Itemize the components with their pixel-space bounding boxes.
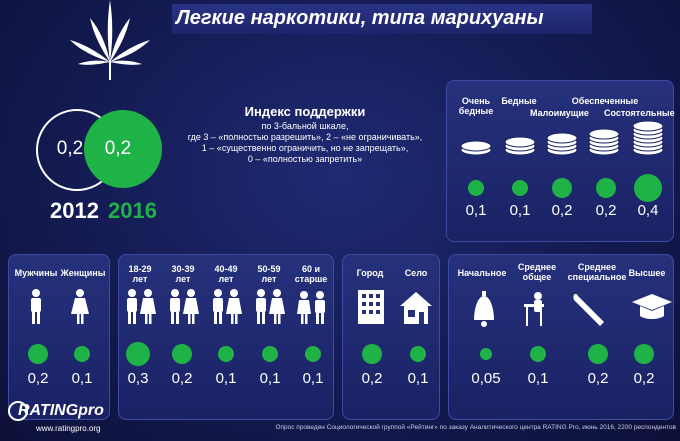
bubble-2-1 bbox=[27, 343, 49, 365]
bubble-1-1 bbox=[468, 180, 484, 196]
bubble-5-4 bbox=[633, 343, 655, 365]
footer-note: Опрос проведен Социологической группой «… bbox=[275, 424, 676, 431]
bubble-3-5 bbox=[305, 346, 321, 362]
index-line-4: 0 – «полностью запретить» bbox=[247, 154, 363, 164]
income-label-low: Малоимущие bbox=[530, 108, 589, 118]
circle-2016 bbox=[84, 110, 162, 188]
bubble-3-4 bbox=[262, 346, 278, 362]
settlement-label-city: Город bbox=[356, 268, 384, 278]
index-line-2: где 3 – «полностью разрешить», 2 – «не о… bbox=[187, 132, 423, 142]
city-village-icons bbox=[358, 290, 432, 324]
education-panel bbox=[448, 254, 674, 420]
bubble-label-3-1: 0,3 bbox=[127, 370, 149, 387]
bubble-3-2 bbox=[171, 343, 193, 365]
bubble-1-4 bbox=[595, 177, 617, 199]
gender-panel bbox=[8, 254, 110, 420]
bubble-label-3-5: 0,1 bbox=[302, 370, 324, 387]
bubble-label-3-4: 0,1 bbox=[259, 370, 281, 387]
bubble-label-5-3: 0,2 bbox=[587, 370, 609, 387]
bubble-label-1-2: 0,1 bbox=[509, 202, 531, 219]
age-label-5: 60 и старше bbox=[294, 264, 328, 284]
bubble-label-5-4: 0,2 bbox=[633, 370, 655, 387]
age-panel bbox=[118, 254, 334, 420]
income-label-poor: Бедные bbox=[501, 96, 537, 106]
bubble-4-2 bbox=[410, 346, 426, 362]
edu-label-4: Высшее bbox=[628, 268, 666, 278]
logo-mark-icon bbox=[8, 401, 28, 421]
year-2016-label: 2016 bbox=[108, 198, 157, 223]
bubble-label-3-3: 0,1 bbox=[215, 370, 237, 387]
logo-url[interactable]: www.ratingpro.org bbox=[36, 424, 101, 433]
bubble-label-4-1: 0,2 bbox=[361, 370, 383, 387]
bubble-3-3 bbox=[218, 346, 234, 362]
income-label-rich: Состоятельные bbox=[604, 108, 675, 118]
gender-label-women: Женщины bbox=[60, 268, 106, 278]
edu-label-1: Начальное bbox=[457, 268, 507, 278]
index-heading: Индекс поддержки bbox=[244, 104, 366, 119]
bubble-label-5-1: 0,05 bbox=[471, 370, 501, 387]
bubble-label-2-2: 0,1 bbox=[71, 370, 93, 387]
cannabis-leaf-icon bbox=[70, 0, 150, 80]
settlement-panel bbox=[342, 254, 440, 420]
age-label-2: 30-39 лет bbox=[171, 264, 195, 284]
bubble-label-2-1: 0,2 bbox=[27, 370, 49, 387]
title-bar: Легкие наркотики, типа марихуаны bbox=[172, 4, 592, 34]
index-description: Индекс поддержки по 3-бальной шкале, где… bbox=[180, 104, 430, 165]
income-panel bbox=[446, 80, 674, 242]
bubble-5-2 bbox=[530, 346, 546, 362]
bubble-label-1-4: 0,2 bbox=[595, 202, 617, 219]
value-2016: 0,2 bbox=[104, 138, 132, 159]
bubble-label-3-2: 0,2 bbox=[171, 370, 193, 387]
edu-label-3: Среднее специальное bbox=[567, 262, 627, 282]
year-2012-label: 2012 bbox=[50, 198, 99, 223]
bubble-5-1 bbox=[479, 347, 493, 361]
income-label-very-poor: Очень бедные bbox=[458, 96, 494, 116]
gender-icons bbox=[31, 289, 89, 324]
bubble-label-1-5: 0,4 bbox=[637, 202, 659, 219]
bubble-1-3 bbox=[551, 177, 573, 199]
income-label-wealthy: Обеспеченные bbox=[571, 96, 639, 106]
bubble-3-1 bbox=[125, 341, 151, 367]
age-label-3: 40-49 лет bbox=[214, 264, 238, 284]
bubble-1-2 bbox=[512, 180, 528, 196]
age-label-1: 18-29 лет bbox=[128, 264, 152, 284]
coin-stacks-icon bbox=[460, 120, 664, 156]
bubble-5-3 bbox=[587, 343, 609, 365]
index-line-3: 1 – «существенно ограничить, но не запре… bbox=[201, 143, 409, 153]
settlement-label-village: Село bbox=[404, 268, 428, 278]
bubble-label-1-1: 0,1 bbox=[465, 202, 487, 219]
edu-label-2: Среднее общее bbox=[517, 262, 557, 282]
bubble-label-5-2: 0,1 bbox=[527, 370, 549, 387]
age-people-icons bbox=[127, 289, 325, 324]
education-icons bbox=[474, 291, 672, 327]
bubble-2-2 bbox=[74, 346, 90, 362]
bubble-label-1-3: 0,2 bbox=[551, 202, 573, 219]
gender-label-men: Мужчины bbox=[14, 268, 58, 278]
logo-text: RATINGpro bbox=[18, 402, 104, 419]
bubble-1-5 bbox=[634, 174, 662, 202]
age-label-4: 50-59 лет bbox=[257, 264, 281, 284]
bubble-label-4-2: 0,1 bbox=[407, 370, 429, 387]
index-line-1: по 3-бальной шкале, bbox=[261, 121, 349, 131]
value-2012: 0,2 bbox=[56, 138, 84, 159]
bubble-4-1 bbox=[361, 343, 383, 365]
page-title: Легкие наркотики, типа марихуаны bbox=[176, 7, 544, 29]
